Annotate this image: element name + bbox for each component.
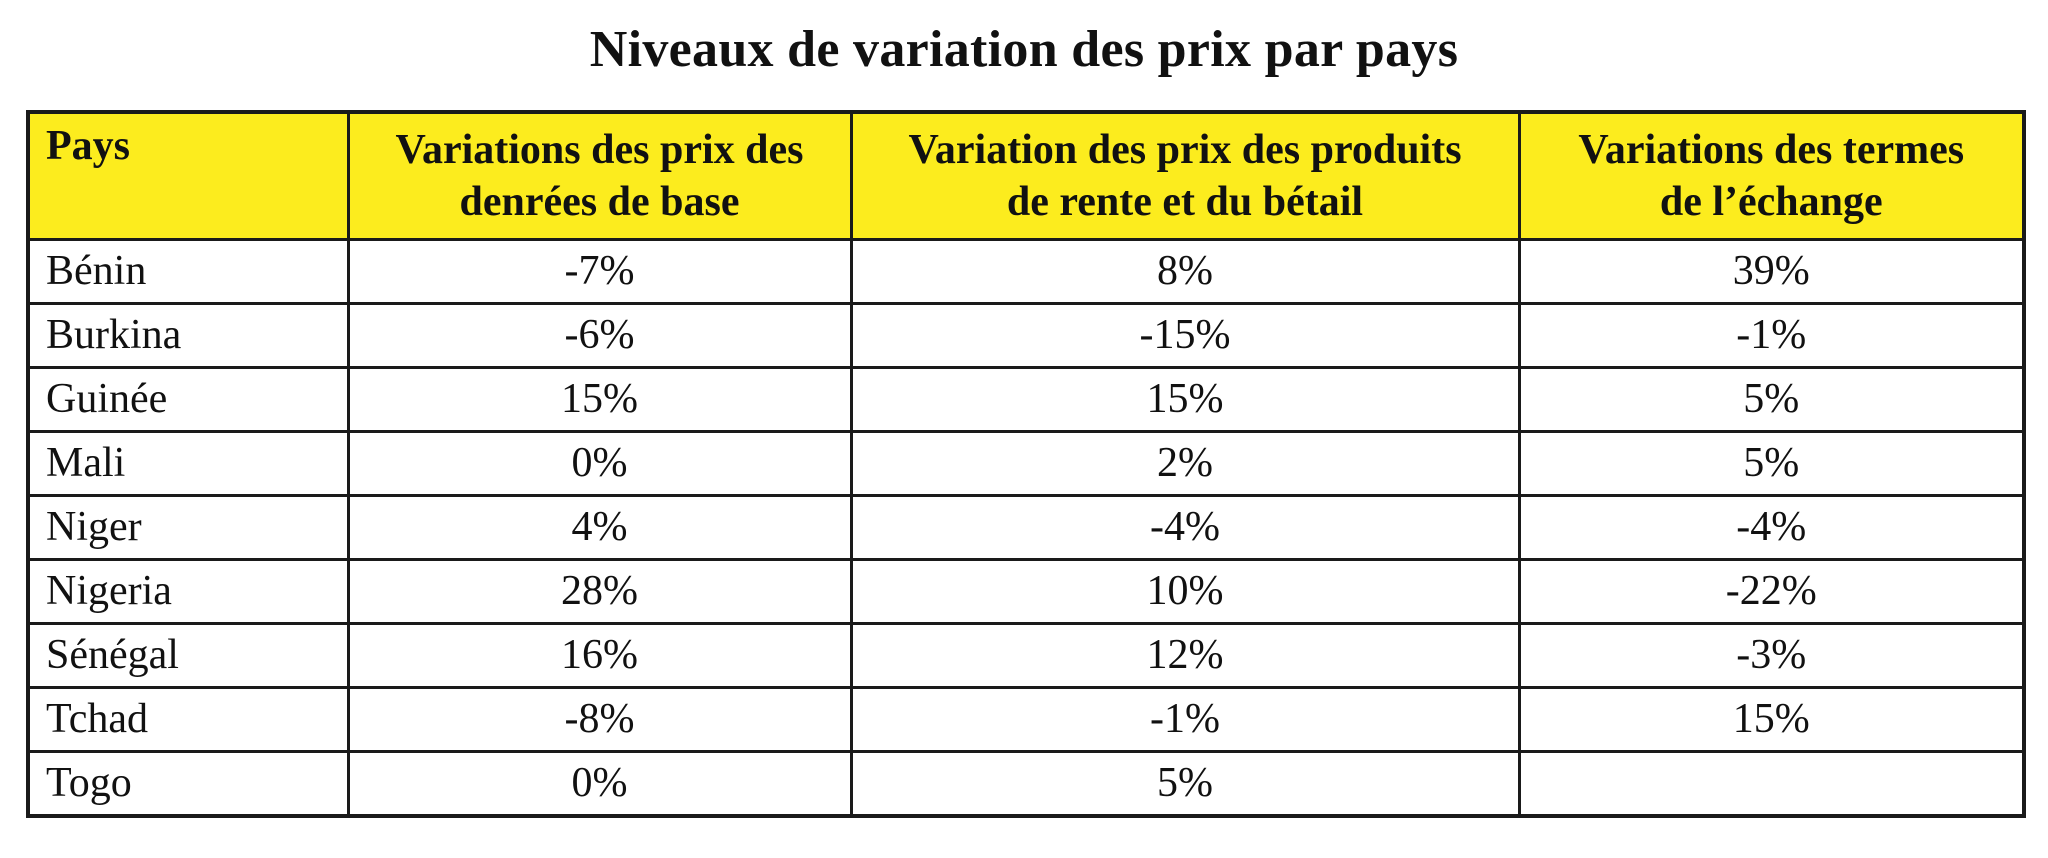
cell-termes: -22%	[1517, 558, 2026, 625]
cell-termes: 15%	[1517, 686, 2026, 753]
cell-denrees: 4%	[346, 494, 853, 561]
cell-pays: Burkina	[26, 302, 350, 369]
cell-termes	[1517, 750, 2026, 818]
cell-pays: Mali	[26, 430, 350, 497]
cell-rente: -4%	[849, 494, 1521, 561]
cell-termes: -1%	[1517, 302, 2026, 369]
header-denrees-line-1: Variations des prix des	[395, 127, 804, 173]
table-row: Mali 0% 2% 5%	[26, 430, 2026, 497]
header-row: Pays Variations des prix des denrées de …	[26, 110, 2026, 241]
table-row: Niger 4% -4% -4%	[26, 494, 2026, 561]
cell-denrees: 0%	[346, 430, 853, 497]
table-row: Sénégal 16% 12% -3%	[26, 622, 2026, 689]
table-title: Niveaux de variation des prix par pays	[589, 21, 1459, 78]
cell-pays: Togo	[26, 750, 350, 818]
cell-pays: Bénin	[26, 238, 350, 305]
table-row: Guinée 15% 15% 5%	[26, 366, 2026, 433]
cell-termes: -3%	[1517, 622, 2026, 689]
cell-rente: -15%	[849, 302, 1521, 369]
cell-rente: 10%	[849, 558, 1521, 625]
header-pays: Pays	[26, 110, 350, 241]
table-row: Nigeria 28% 10% -22%	[26, 558, 2026, 625]
cell-denrees: -7%	[346, 238, 853, 305]
cell-denrees: 16%	[346, 622, 853, 689]
cell-termes: -4%	[1517, 494, 2026, 561]
header-termes: Variations des termes de l’échange	[1517, 110, 2026, 241]
table-row: Tchad -8% -1% 15%	[26, 686, 2026, 753]
cell-pays: Niger	[26, 494, 350, 561]
cell-pays: Guinée	[26, 366, 350, 433]
cell-rente: 15%	[849, 366, 1521, 433]
header-pays-line-1: Pays	[46, 123, 130, 169]
cell-termes: 39%	[1517, 238, 2026, 305]
price-variation-table: Pays Variations des prix des denrées de …	[26, 110, 2026, 818]
table-row: Togo 0% 5%	[26, 750, 2026, 818]
cell-rente: 8%	[849, 238, 1521, 305]
cell-pays: Tchad	[26, 686, 350, 753]
cell-rente: 2%	[849, 430, 1521, 497]
cell-rente: 5%	[849, 750, 1521, 818]
cell-denrees: -6%	[346, 302, 853, 369]
cell-pays: Sénégal	[26, 622, 350, 689]
cell-termes: 5%	[1517, 430, 2026, 497]
cell-denrees: -8%	[346, 686, 853, 753]
header-termes-line-1: Variations des termes	[1578, 127, 1965, 173]
header-rente: Variation des prix des produits de rente…	[849, 110, 1521, 241]
cell-denrees: 15%	[346, 366, 853, 433]
header-termes-line-2: de l’échange	[1659, 179, 1883, 225]
cell-termes: 5%	[1517, 366, 2026, 433]
cell-rente: 12%	[849, 622, 1521, 689]
header-denrees: Variations des prix des denrées de base	[346, 110, 853, 241]
cell-denrees: 0%	[346, 750, 853, 818]
cell-rente: -1%	[849, 686, 1521, 753]
header-denrees-line-2: denrées de base	[459, 179, 740, 225]
header-rente-line-2: de rente et du bétail	[1006, 179, 1364, 225]
header-rente-line-1: Variation des prix des produits	[908, 127, 1462, 173]
cell-denrees: 28%	[346, 558, 853, 625]
table-row: Bénin -7% 8% 39%	[26, 238, 2026, 305]
cell-pays: Nigeria	[26, 558, 350, 625]
table-row: Burkina -6% -15% -1%	[26, 302, 2026, 369]
